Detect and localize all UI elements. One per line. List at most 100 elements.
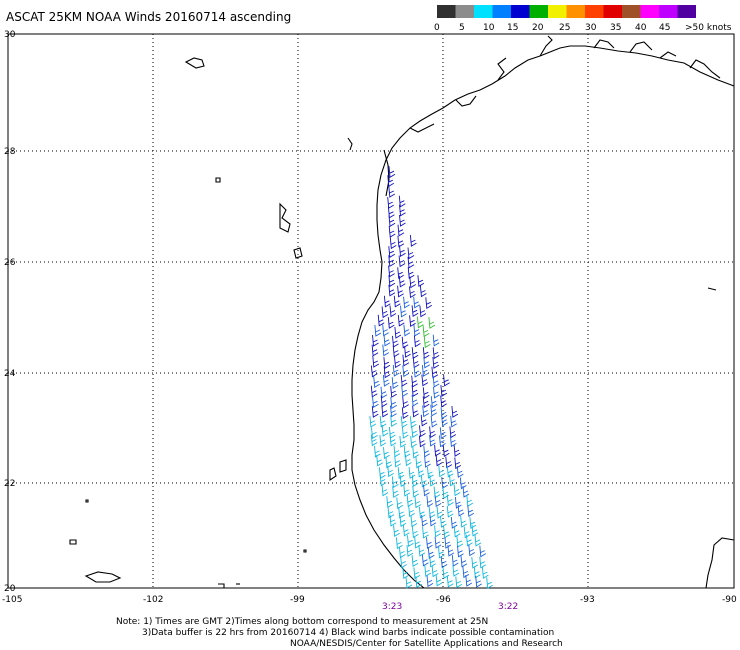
wind-barb (405, 576, 413, 589)
legend-swatch (659, 5, 678, 18)
wind-barb (411, 385, 419, 397)
wind-barb (460, 555, 468, 568)
wind-barb (422, 526, 429, 539)
wind-barb (402, 567, 410, 580)
pass-time-right: 3:22 (498, 602, 518, 612)
lat-label-20: 20 (4, 584, 16, 594)
wind-barb (446, 575, 454, 588)
wind-barb (442, 487, 450, 499)
lat-label-28: 28 (4, 147, 16, 157)
wind-barb (440, 556, 448, 569)
wind-barb (388, 284, 396, 297)
wind-barb (383, 447, 390, 459)
legend-swatch (511, 5, 530, 18)
wind-barb (394, 455, 401, 468)
wind-barb (383, 357, 391, 369)
wind-barb (411, 555, 419, 567)
wind-barb (386, 496, 394, 508)
wind-barb (425, 297, 433, 310)
wind-barb (438, 465, 446, 478)
wind-barb (382, 374, 390, 387)
note-line-3: NOAA/NESDIS/Center for Satellite Applica… (290, 639, 563, 649)
wind-barb (392, 486, 399, 498)
wind-barb (388, 166, 396, 178)
wind-barbs (369, 166, 493, 590)
wind-barb (427, 547, 435, 559)
wind-barb (479, 545, 487, 558)
wind-barb (442, 567, 450, 579)
wind-barb (456, 535, 464, 548)
wind-barb (388, 246, 396, 258)
legend-swatch (474, 5, 493, 18)
wind-barb (429, 514, 437, 527)
wind-speed-legend: 0 5 10 15 20 25 30 35 40 45 >50 knots (434, 5, 732, 33)
wind-barb (462, 485, 470, 498)
wind-barb (403, 324, 411, 337)
wind-barb (453, 445, 461, 457)
wind-barb (411, 394, 419, 407)
wind-barb (388, 225, 396, 238)
wind-barb (388, 255, 396, 267)
map-frame (7, 33, 735, 589)
wind-barb (390, 405, 397, 418)
note-line-2: 3)Data buffer is 22 hrs from 20160714 4)… (142, 628, 554, 638)
wind-barb (402, 396, 409, 409)
wind-barb (446, 494, 454, 507)
wind-barb (422, 405, 429, 418)
wind-barb (371, 344, 379, 357)
wind-barb (429, 434, 436, 447)
wind-barb (453, 525, 461, 538)
legend-label: 0 (434, 23, 440, 33)
wind-barb (423, 445, 431, 458)
wind-barb (427, 466, 434, 479)
wind-barb (444, 536, 452, 549)
wind-barb (439, 427, 447, 440)
wind-barb (415, 456, 423, 469)
wind-barb (407, 247, 415, 260)
lon-label-102: -102 (143, 595, 163, 605)
wind-barb (413, 335, 421, 348)
wind-barb (389, 514, 397, 527)
lon-label-105: -105 (2, 595, 22, 605)
wind-barb (390, 386, 397, 398)
wind-barb (451, 554, 459, 567)
wind-barb (374, 324, 382, 337)
wind-barb (392, 364, 400, 377)
wind-barb (473, 566, 481, 579)
wind-barb (390, 415, 397, 427)
wind-barb (435, 574, 443, 587)
wind-barb (388, 185, 396, 198)
wind-barb (463, 526, 471, 539)
wind-barb (445, 456, 453, 469)
wind-barb (380, 386, 388, 399)
wind-barb (372, 396, 379, 409)
legend-swatch (622, 5, 641, 18)
wind-barb (396, 497, 404, 510)
wind-barb (423, 356, 431, 369)
wind-barb (421, 365, 429, 377)
wind-barb (403, 484, 411, 497)
wind-barb (370, 434, 378, 447)
wind-barb (422, 387, 430, 400)
wind-barb (429, 555, 436, 568)
wind-barb (433, 386, 440, 399)
wind-barb (371, 406, 379, 418)
wind-barb (402, 365, 410, 378)
wind-barb (412, 405, 419, 418)
legend-label: 15 (507, 23, 518, 33)
wind-barb (419, 425, 426, 438)
wind-barb (390, 397, 398, 410)
wind-barb (399, 435, 407, 448)
wind-barb (388, 275, 396, 287)
wind-barb (406, 495, 414, 507)
wind-barb (414, 536, 421, 549)
wind-barb (406, 545, 414, 557)
wind-barb (457, 504, 465, 517)
lon-label-90: -90 (722, 595, 737, 605)
wind-barb (435, 454, 443, 467)
wind-barb (413, 324, 421, 337)
wind-barb (468, 544, 476, 557)
wind-barb (411, 475, 419, 487)
wind-barb (450, 516, 458, 529)
wind-barb (381, 484, 389, 497)
